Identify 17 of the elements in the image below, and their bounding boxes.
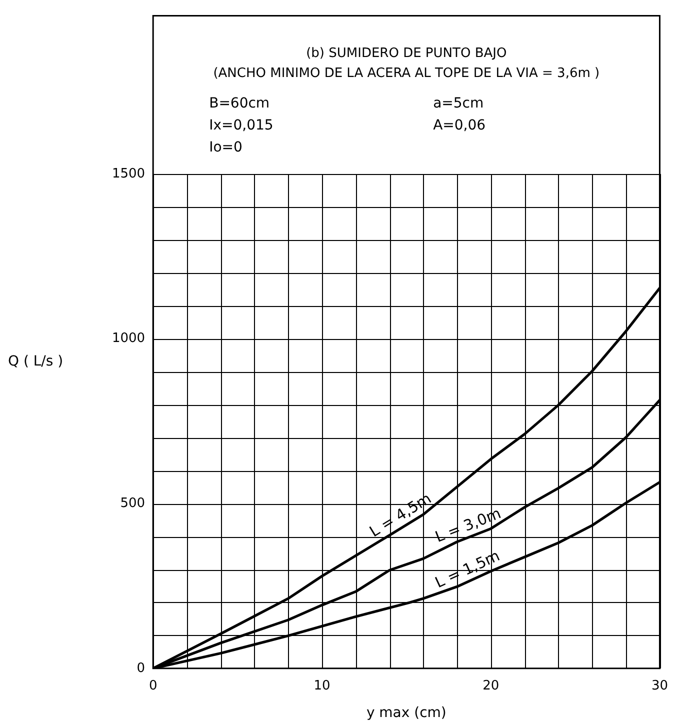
y-tick-label: 0 [136,660,146,676]
y-tick-label: 500 [120,496,146,511]
x-tick-label: 0 [148,678,158,694]
text: (ANCHO MINIMO DE LA ACERA AL TOPE DE LA VIA = 3,6m ) [213,66,600,82]
x-tick-label: 10 [314,678,330,694]
y-tick-label: 1000 [112,331,146,346]
annotation: Io=0 [209,139,242,156]
annotation: B=60cm [209,95,270,112]
y-tick-label: 1500 [112,166,146,182]
annotation: A=0,06 [433,117,486,134]
y-axis-title: Q ( L/s ) [8,354,64,370]
x-tick-label: 20 [482,678,500,694]
annotation: Ix=0,015 [209,117,274,134]
text: (b) SUMIDERO DE PUNTO BAJO [306,46,507,62]
x-tick-label: 30 [651,678,668,694]
x-axis-title: y max (cm) [366,705,446,722]
annotation: a=5cm [433,95,484,112]
